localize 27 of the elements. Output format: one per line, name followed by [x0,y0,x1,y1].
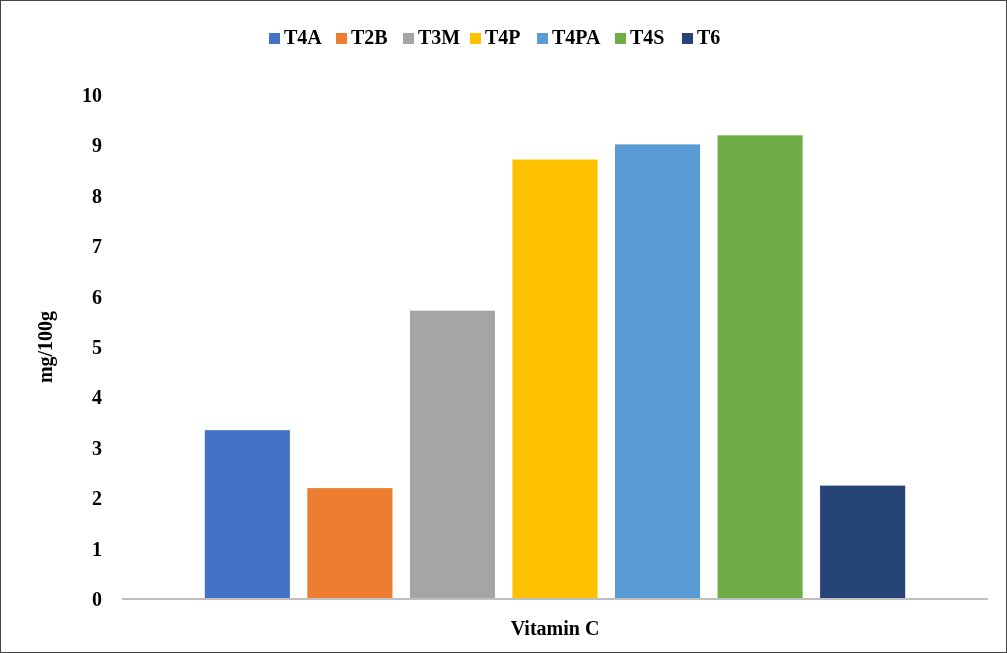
legend-label: T3M [418,26,461,48]
y-tick-label: 0 [92,588,102,610]
y-tick-label: 6 [92,285,102,308]
bar [307,488,393,599]
bar [204,430,290,599]
legend-label: T4S [630,26,665,48]
y-tick-label: 3 [92,436,102,459]
y-tick-label: 5 [92,336,102,358]
y-tick-label: 4 [92,386,102,409]
legend-label: T2B [351,26,388,48]
bar [614,144,701,599]
legend-label: T4P [485,26,521,48]
legend-label: T4A [284,26,323,48]
x-tick-label: Vitamin C [510,617,600,639]
y-tick-label: 8 [92,184,102,207]
bar [717,135,803,599]
legend-label: T4PA [552,26,602,48]
bar [409,310,496,599]
y-tick-label: 1 [92,537,102,560]
bar [512,159,598,599]
y-tick-label: 9 [92,134,102,157]
y-tick-label: 10 [82,84,102,106]
legend-label: T6 [697,26,721,48]
y-axis-title: mg/100g [34,310,57,384]
bar [820,485,906,599]
y-tick-label: 7 [92,235,102,258]
y-tick-label: 2 [92,487,102,510]
